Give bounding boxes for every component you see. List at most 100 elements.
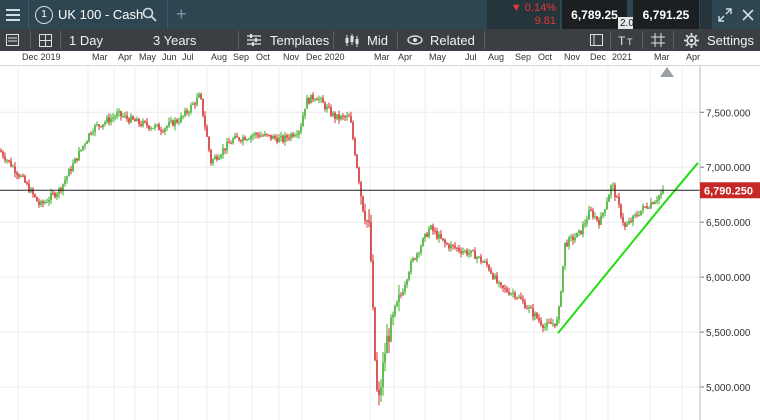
candle-body bbox=[206, 126, 208, 137]
gear-icon[interactable] bbox=[684, 29, 699, 51]
divider bbox=[333, 31, 334, 49]
month-label: May bbox=[429, 52, 447, 62]
candle-body bbox=[26, 182, 28, 184]
layout-grid-icon[interactable] bbox=[39, 29, 52, 51]
candle-body bbox=[4, 156, 6, 161]
interval-selector[interactable]: 1 Day bbox=[69, 32, 103, 48]
candle-body bbox=[400, 294, 402, 296]
candle-body bbox=[426, 233, 428, 237]
candle-body bbox=[344, 116, 346, 118]
candle-body bbox=[96, 124, 98, 126]
candle-body bbox=[22, 175, 24, 177]
candle-body bbox=[396, 301, 398, 306]
candle-body bbox=[602, 212, 604, 216]
related-icon[interactable] bbox=[407, 29, 423, 51]
tick-label: 5,500.000 bbox=[706, 328, 751, 339]
candle-body bbox=[398, 294, 400, 302]
candle-body bbox=[80, 149, 82, 151]
candle-body bbox=[364, 210, 366, 221]
templates-icon[interactable] bbox=[247, 29, 261, 51]
candle-body bbox=[270, 134, 272, 139]
month-label: Jul bbox=[182, 52, 194, 62]
candle-body bbox=[212, 159, 214, 164]
candle-body bbox=[118, 111, 120, 113]
candle-body bbox=[378, 389, 380, 396]
candle-body bbox=[586, 219, 588, 224]
instrument-header: 1 UK 100 - Cash + ▼ 0.14% 9.81 6,789.25 … bbox=[0, 0, 760, 29]
price-change-panel: ▼ 0.14% 9.81 bbox=[487, 0, 560, 29]
candle-body bbox=[618, 196, 620, 205]
buy-price-button[interactable]: 6,791.25 bbox=[633, 0, 699, 29]
instrument-slot-badge: 1 bbox=[35, 0, 53, 29]
panel-icon[interactable] bbox=[6, 29, 19, 51]
candle-body bbox=[638, 215, 640, 217]
candle-body bbox=[290, 133, 292, 139]
price-type-button[interactable]: Mid bbox=[367, 32, 388, 48]
candle-body bbox=[352, 122, 354, 139]
hamburger-menu-icon[interactable] bbox=[6, 0, 22, 29]
sell-price-button[interactable]: 6,789.25 bbox=[562, 0, 627, 29]
related-button[interactable]: Related bbox=[430, 32, 475, 48]
instrument-name[interactable]: UK 100 - Cash bbox=[58, 7, 144, 22]
candle-body bbox=[332, 112, 334, 116]
candle-body bbox=[336, 114, 338, 119]
candle-body bbox=[274, 135, 276, 139]
candle-body bbox=[530, 307, 532, 309]
candle-body bbox=[516, 297, 518, 299]
range-selector[interactable]: 3 Years bbox=[153, 32, 197, 48]
candle-body bbox=[244, 137, 246, 141]
candle-body bbox=[184, 110, 186, 116]
candle-body bbox=[658, 195, 660, 200]
settings-button[interactable]: Settings bbox=[707, 32, 754, 48]
candle-body bbox=[100, 125, 102, 128]
search-icon[interactable] bbox=[142, 0, 157, 29]
candle-body bbox=[6, 160, 8, 162]
candle-body bbox=[550, 322, 552, 324]
expand-icon[interactable] bbox=[718, 0, 732, 29]
scroll-marker-icon[interactable] bbox=[660, 67, 674, 77]
panel-toggle-icon[interactable] bbox=[590, 29, 603, 51]
candle-body bbox=[544, 326, 546, 329]
candle-body bbox=[262, 135, 264, 137]
divider bbox=[60, 31, 61, 49]
candle-body bbox=[532, 308, 534, 317]
candle-body bbox=[308, 97, 310, 104]
month-label: Apr bbox=[686, 52, 701, 62]
candle-body bbox=[460, 250, 462, 254]
candle-body bbox=[294, 135, 296, 137]
candle-body bbox=[630, 221, 632, 223]
candle-body bbox=[242, 137, 244, 142]
grid-icon[interactable] bbox=[651, 29, 665, 51]
candle-body bbox=[136, 118, 138, 122]
candle-body bbox=[444, 239, 446, 244]
candle-body bbox=[512, 292, 514, 294]
candle-body bbox=[536, 313, 538, 319]
candle-body bbox=[558, 306, 560, 320]
candle-body bbox=[232, 138, 234, 144]
templates-button[interactable]: Templates bbox=[270, 32, 330, 48]
plus-icon[interactable]: + bbox=[176, 4, 187, 24]
candle-body bbox=[564, 242, 566, 267]
candle-body bbox=[428, 228, 430, 237]
candle-body bbox=[66, 176, 68, 181]
candle-body bbox=[264, 133, 266, 136]
candle-body bbox=[438, 234, 440, 239]
candle-body bbox=[350, 116, 352, 123]
candle-body bbox=[76, 158, 78, 161]
candle-body bbox=[420, 246, 422, 253]
month-label: Apr bbox=[118, 52, 133, 62]
tick-label: 7,000.000 bbox=[706, 163, 751, 174]
price-chart[interactable]: 7,500.000 7,000.000 6,500.000 6,000.000 5,50… bbox=[0, 65, 760, 420]
candle-body bbox=[622, 216, 624, 223]
candle-body bbox=[376, 359, 378, 390]
candle-body bbox=[92, 131, 94, 134]
month-label: Aug bbox=[488, 52, 505, 62]
close-icon[interactable] bbox=[742, 0, 754, 29]
candle-body bbox=[418, 252, 420, 254]
candle-body bbox=[466, 250, 468, 255]
candle-body bbox=[306, 97, 308, 109]
candle-body bbox=[386, 335, 388, 354]
change-percent: ▼ 0.14% bbox=[510, 1, 556, 14]
candle-type-icon[interactable] bbox=[345, 29, 361, 51]
